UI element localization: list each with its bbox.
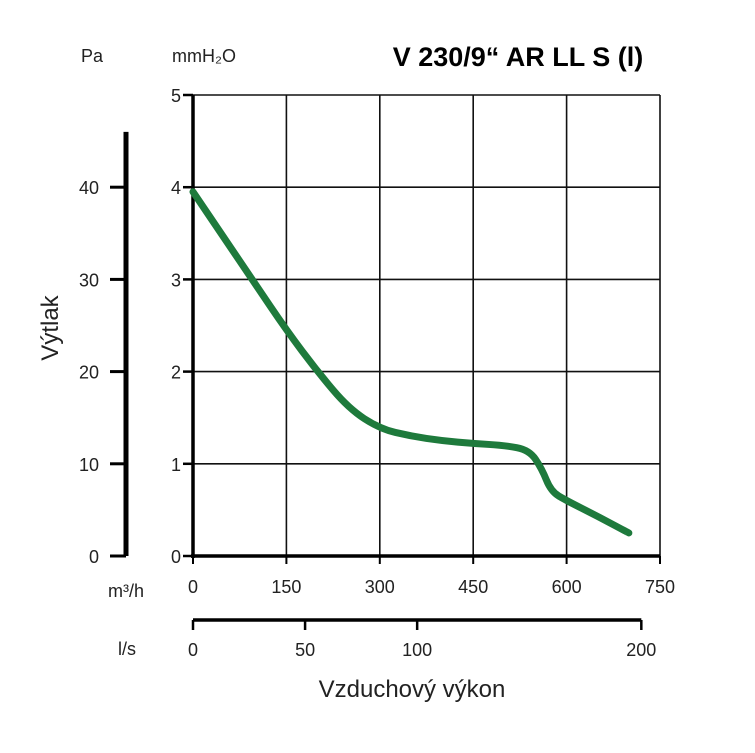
x-tick-label: 150 xyxy=(271,577,301,597)
pa-unit-label: Pa xyxy=(81,46,104,66)
y-tick-label-pa: 30 xyxy=(79,270,99,290)
x-tick-label: 300 xyxy=(365,577,395,597)
x-tick-label: 600 xyxy=(552,577,582,597)
ls-tick-label: 0 xyxy=(188,640,198,660)
y-tick-label-mmh2o: 1 xyxy=(171,455,181,475)
x-tick-label: 750 xyxy=(645,577,675,597)
m3h-unit-label: m³/h xyxy=(108,581,144,601)
ls-unit-label: l/s xyxy=(118,639,136,659)
x-tick-label: 450 xyxy=(458,577,488,597)
y-tick-label-mmh2o: 0 xyxy=(171,547,181,567)
x-tick-label: 0 xyxy=(188,577,198,597)
y-tick-label-mmh2o: 2 xyxy=(171,363,181,383)
y-tick-label-pa: 20 xyxy=(79,363,99,383)
y-tick-label-pa: 40 xyxy=(79,178,99,198)
y-tick-label-mmh2o: 4 xyxy=(171,178,181,198)
y-tick-label-mmh2o: 5 xyxy=(171,86,181,106)
mmh2o-unit-label: mmH₂O xyxy=(172,46,236,66)
chart-title: V 230/9“ AR LL S (l) xyxy=(393,42,644,72)
series-line xyxy=(189,188,633,537)
y-tick-label-mmh2o: 3 xyxy=(171,270,181,290)
y-axis-label: Výtlak xyxy=(37,294,64,360)
ls-tick-label: 100 xyxy=(402,640,432,660)
y-tick-label-pa: 10 xyxy=(79,455,99,475)
x-axis-label: Vzduchový výkon xyxy=(319,676,506,703)
ls-tick-label: 200 xyxy=(626,640,656,660)
y-tick-label-pa: 0 xyxy=(89,547,99,567)
ls-tick-label: 50 xyxy=(295,640,315,660)
